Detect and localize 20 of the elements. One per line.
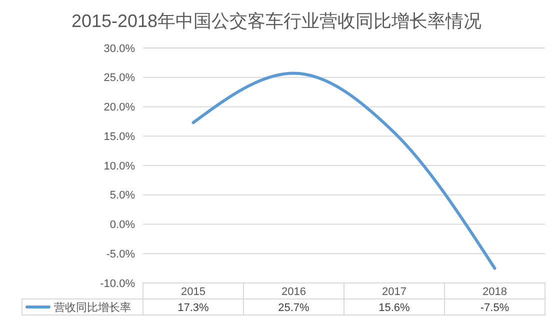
line-series	[192, 72, 496, 270]
y-tick-label: -5.0%	[106, 248, 136, 260]
y-tick-label: 20.0%	[104, 102, 136, 114]
x-tick-label: 2015	[181, 286, 206, 298]
y-tick-label: 0.0%	[110, 219, 136, 232]
x-tick-label: 2018	[482, 286, 507, 298]
y-tick-label: 10.0%	[104, 160, 136, 172]
data-label: 15.6%	[378, 302, 410, 314]
x-tick-label: 2016	[282, 286, 306, 298]
x-tick-label: 2017	[382, 286, 406, 298]
data-label: 25.7%	[278, 302, 310, 314]
y-tick-label: -10.0%	[100, 278, 136, 290]
y-tick-label: 25.0%	[104, 72, 136, 84]
data-label: 17.3%	[178, 302, 210, 314]
data-label: -7.5%	[480, 302, 510, 314]
y-tick-label: 5.0%	[110, 190, 136, 202]
y-tick-label: 30.0%	[104, 42, 136, 55]
legend-label: 营收同比增长率	[54, 300, 131, 314]
chart-title: 2015-2018年中国公交客车行业营收同比增长率情况	[71, 11, 482, 31]
y-tick-label: 15.0%	[104, 130, 136, 143]
